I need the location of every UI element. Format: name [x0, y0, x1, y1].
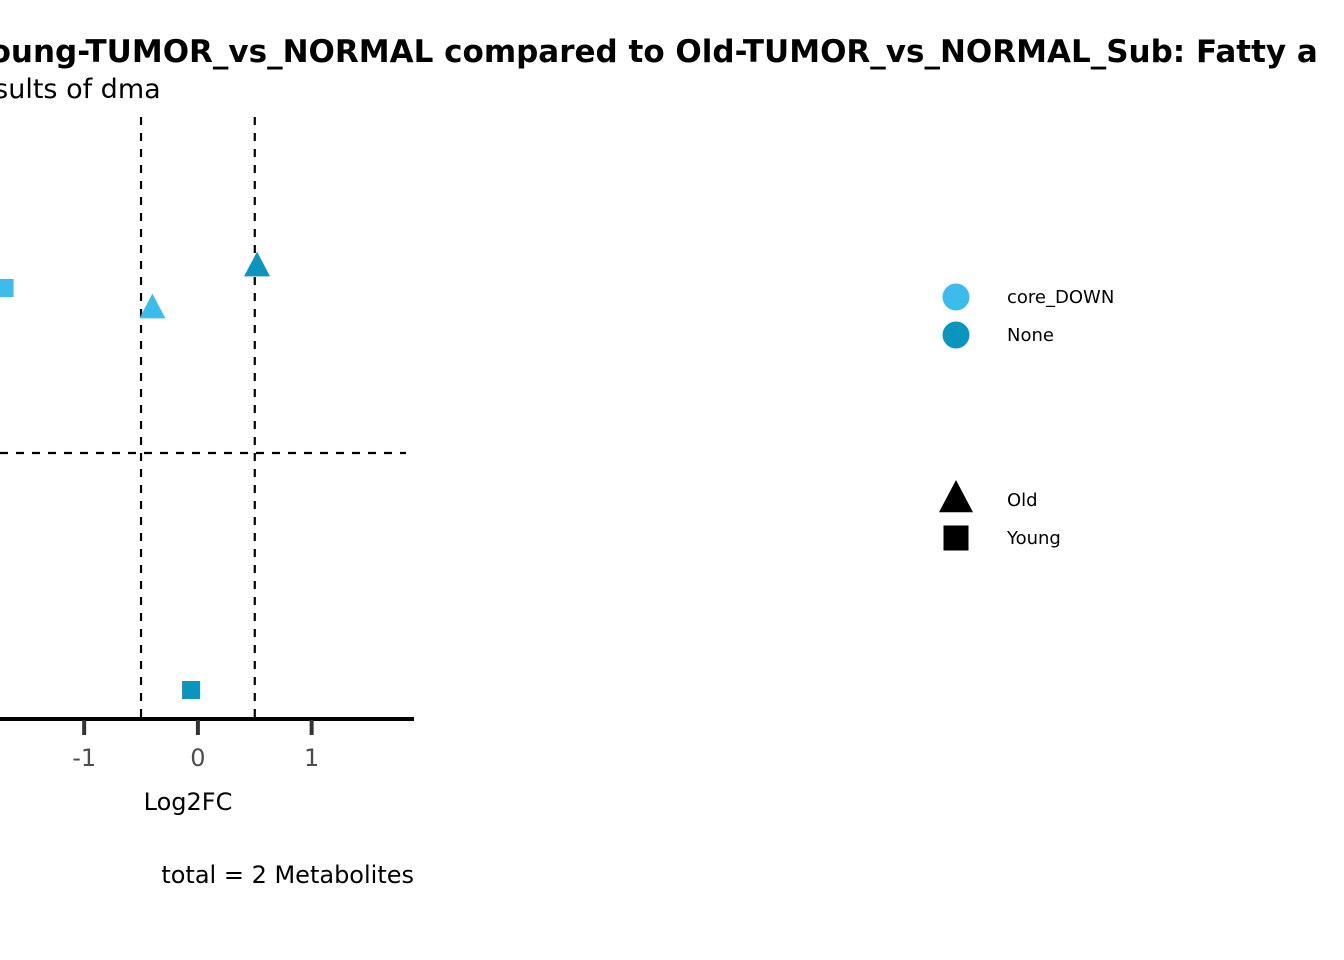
legend-label: Young: [1006, 528, 1061, 549]
legend-key-shape: [939, 479, 973, 513]
x-axis-title: Log2FC: [144, 788, 233, 816]
chart-title: Young-TUMOR_vs_NORMAL compared to Old-TU…: [0, 34, 1318, 70]
chart-subtitle: Results of dma: [0, 74, 161, 105]
legend-key-shape: [943, 525, 969, 551]
x-tick-label: 0: [190, 744, 205, 772]
legend-label: None: [1007, 325, 1054, 346]
x-axis-ticks: -1 0 1: [72, 720, 319, 772]
legend-label: core_DOWN: [1007, 287, 1114, 308]
legend-key-color: [942, 283, 970, 311]
data-points: [0, 251, 271, 699]
chart-caption: total = 2 Metabolites: [161, 861, 414, 889]
legend: core_DOWN None Old Young: [939, 283, 1114, 551]
legend-label: Old: [1007, 490, 1038, 511]
data-point: [182, 681, 201, 699]
x-tick-label: 1: [304, 744, 319, 772]
x-tick-label: -1: [72, 744, 96, 772]
data-point: [0, 279, 14, 297]
threshold-lines: [0, 117, 406, 717]
legend-key-color: [942, 321, 970, 349]
data-point: [139, 293, 166, 319]
data-point: [244, 251, 271, 277]
